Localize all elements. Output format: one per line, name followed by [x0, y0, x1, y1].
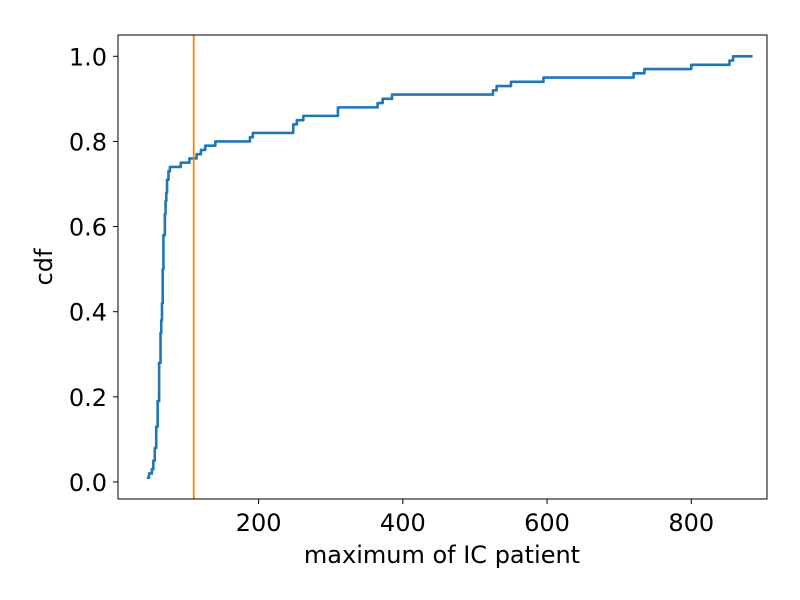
y-axis-label: cdf [30, 248, 58, 285]
x-tick-label: 200 [236, 509, 282, 537]
y-axis-ticks: 0.0 0.2 0.4 0.6 0.8 1.0 [69, 43, 118, 497]
y-tick-label: 0.4 [69, 299, 107, 327]
x-tick-label: 600 [524, 509, 570, 537]
y-tick-label: 0.2 [69, 384, 107, 412]
y-tick-label: 0.8 [69, 128, 107, 156]
x-axis-label: maximum of IC patient [304, 541, 580, 569]
x-axis-ticks: 200 400 600 800 [236, 499, 714, 537]
axes-frame [117, 34, 768, 500]
cdf-series-line-0 [146, 54, 753, 480]
x-tick-label: 800 [668, 509, 714, 537]
x-tick-label: 400 [380, 509, 426, 537]
y-tick-label: 1.0 [69, 43, 107, 71]
plot-area [118, 35, 767, 499]
y-tick-label: 0.6 [69, 214, 107, 242]
y-tick-label: 0.0 [69, 469, 107, 497]
chart-marks [146, 35, 753, 499]
